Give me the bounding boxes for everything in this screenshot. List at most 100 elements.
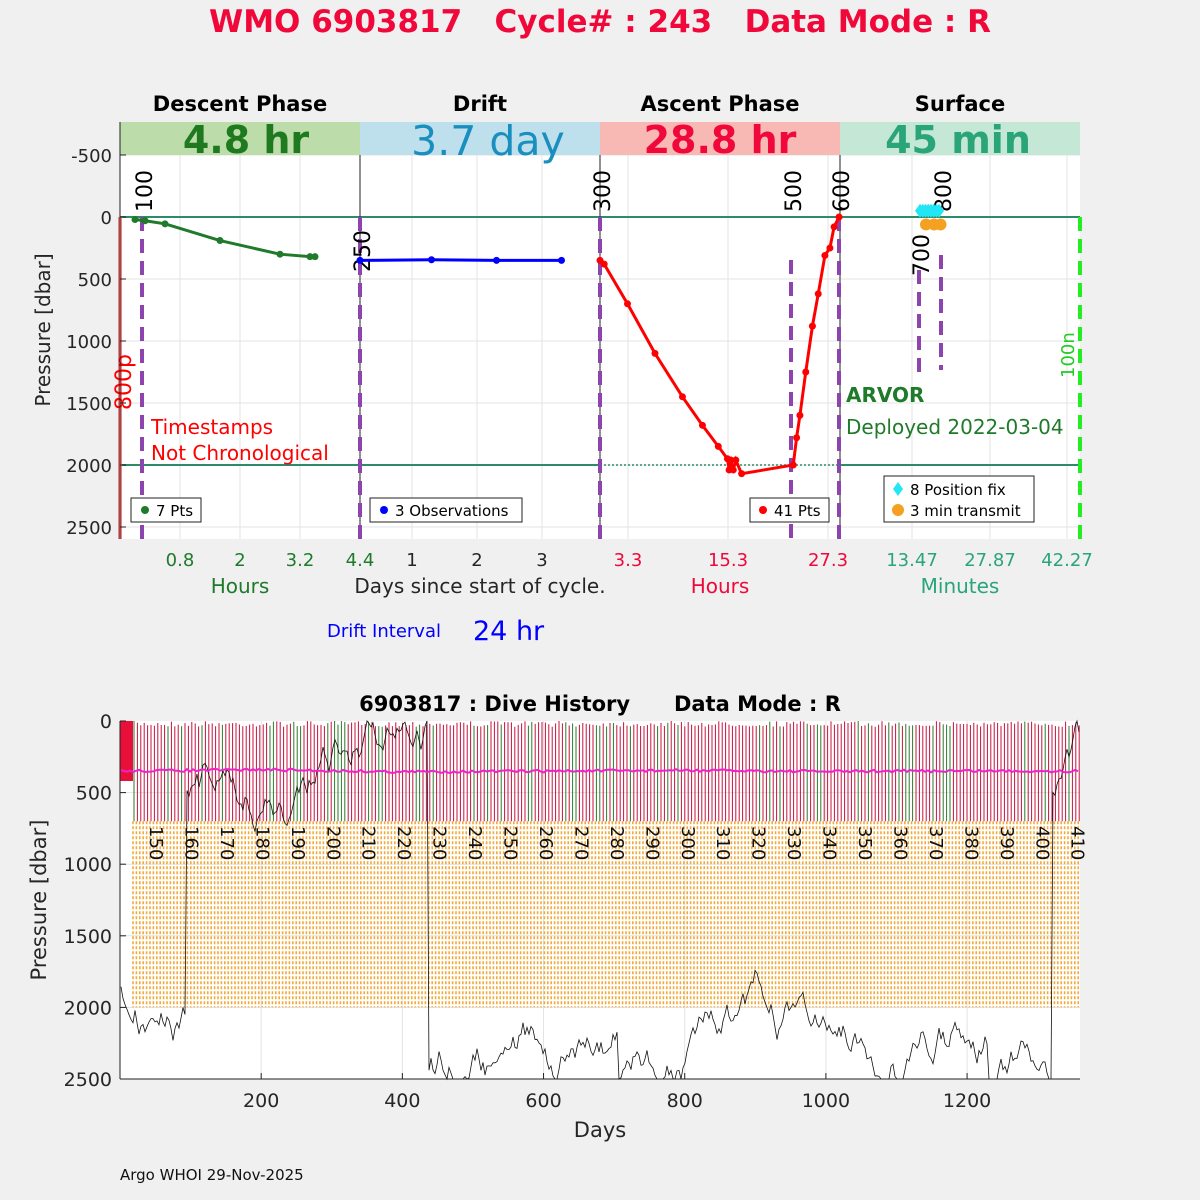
cycle-y-ticks: -500 0 500 1000 1500 2000 2500 bbox=[66, 146, 126, 539]
data-point-ascent bbox=[678, 393, 686, 401]
cycle-y-tick-label: 2500 bbox=[66, 518, 112, 539]
phase-title-ascent: Ascent Phase bbox=[641, 92, 800, 116]
cycle-label: 410 bbox=[1067, 826, 1088, 860]
data-point-ascent bbox=[651, 349, 659, 357]
ascent-tick-0: 3.3 bbox=[614, 550, 643, 571]
phase-duration-surface: 45 min bbox=[885, 118, 1031, 162]
drift-pressure-line bbox=[120, 767, 1079, 774]
legend-surface-box bbox=[883, 475, 1035, 523]
data-point-descent bbox=[141, 217, 149, 225]
float-type: ARVOR bbox=[846, 383, 924, 407]
data-point-descent bbox=[306, 253, 314, 261]
legend-position-marker bbox=[893, 482, 903, 496]
cycle-y-tick-label: 0 bbox=[101, 208, 112, 229]
cycle-label: 350 bbox=[854, 826, 875, 860]
phase-title-drift: Drift bbox=[453, 92, 507, 116]
drift-interval-label: Drift Interval bbox=[327, 621, 441, 642]
history-y-tick-label: 500 bbox=[76, 783, 112, 805]
data-point-drift bbox=[356, 256, 364, 264]
data-point-descent bbox=[216, 237, 224, 245]
descent-tick-1: 2 bbox=[234, 550, 245, 571]
cycle-label: 210 bbox=[358, 826, 379, 860]
cycle-label: 290 bbox=[641, 826, 662, 860]
marker-label-500: 500 bbox=[782, 170, 807, 212]
history-x-label: Days bbox=[574, 1118, 626, 1142]
depth-trace bbox=[120, 719, 1080, 1081]
legend-descent-label: 7 Pts bbox=[156, 502, 193, 520]
legend-ascent: 41 Pts bbox=[749, 497, 830, 523]
cycle-y-tick-label: 1500 bbox=[66, 394, 112, 415]
phase-title-surface: Surface bbox=[915, 92, 1005, 116]
cycle-y-tick-label: -500 bbox=[71, 146, 112, 167]
surface-tick-0: 13.47 bbox=[886, 550, 938, 571]
cycle-label: 240 bbox=[464, 826, 485, 860]
data-point-descent bbox=[276, 250, 284, 258]
ascent-tick-2: 27.3 bbox=[808, 550, 848, 571]
cycle-label: 270 bbox=[570, 826, 591, 860]
cycle-series bbox=[131, 203, 947, 478]
footer-credit: Argo WHOI 29-Nov-2025 bbox=[120, 1166, 304, 1184]
cycle-label: 220 bbox=[393, 826, 414, 860]
data-point-descent bbox=[311, 253, 319, 261]
data-point-ascent bbox=[814, 290, 822, 298]
drift-x-label: Days since start of cycle. bbox=[354, 574, 605, 598]
data-point-ascent bbox=[732, 456, 740, 464]
legend-drift: 3 Observations bbox=[369, 497, 523, 523]
phase-band-descent bbox=[120, 122, 360, 155]
marker-label-100: 100 bbox=[133, 170, 158, 212]
legend-surface: 8 Position fix 3 min transmit bbox=[883, 475, 1035, 523]
data-point-ascent bbox=[738, 470, 746, 478]
drift-tick-2: 3 bbox=[536, 550, 547, 571]
descent-tick-2: 3.2 bbox=[286, 550, 315, 571]
position-fix-marker bbox=[934, 203, 945, 218]
cycle-label: 200 bbox=[322, 826, 343, 860]
ascent-x-label: Hours bbox=[691, 574, 750, 598]
data-point-ascent bbox=[793, 434, 801, 442]
phase-duration-ascent: 28.8 hr bbox=[644, 118, 797, 162]
history-x-tick-label: 1200 bbox=[943, 1090, 991, 1112]
cycle-panel: Descent Phase Drift Ascent Phase Surface… bbox=[31, 92, 1093, 647]
phase-duration-drift: 3.7 day bbox=[411, 117, 565, 165]
drift-tick-0: 1 bbox=[406, 550, 417, 571]
marker-label-700: 700 bbox=[910, 234, 935, 276]
cycle-label: 250 bbox=[500, 826, 521, 860]
data-point-ascent bbox=[835, 213, 843, 221]
legend-drift-label: 3 Observations bbox=[395, 502, 509, 520]
cycle-label: 380 bbox=[960, 826, 981, 860]
page-title: WMO 6903817 Cycle# : 243 Data Mode : R bbox=[209, 4, 991, 40]
history-x-tick-label: 200 bbox=[243, 1090, 279, 1112]
cycle-label: 170 bbox=[216, 826, 237, 860]
deployment-date: Deployed 2022-03-04 bbox=[846, 415, 1064, 439]
cycle-label: 400 bbox=[1031, 826, 1052, 860]
history-x-tick-label: 600 bbox=[525, 1090, 561, 1112]
cycle-label: 190 bbox=[287, 826, 308, 860]
transmit-marker bbox=[934, 218, 947, 231]
data-point-descent bbox=[161, 220, 169, 228]
cycle-label: 230 bbox=[429, 826, 450, 860]
early-cycles-block bbox=[120, 721, 133, 781]
data-point-ascent bbox=[729, 466, 737, 474]
data-point-ascent bbox=[623, 300, 631, 308]
warning-line-2: Not Chronological bbox=[151, 441, 329, 465]
series-line-drift bbox=[359, 258, 562, 262]
legend-drift-marker bbox=[380, 506, 388, 514]
data-point-ascent bbox=[808, 322, 816, 330]
history-y-tick-label: 1500 bbox=[64, 926, 112, 948]
cycle-label: 390 bbox=[996, 826, 1017, 860]
marker-label-600: 600 bbox=[830, 170, 855, 212]
marker-label-100n: 100n bbox=[1058, 332, 1079, 378]
phase-title-descent: Descent Phase bbox=[153, 92, 327, 116]
data-point-drift bbox=[558, 256, 565, 264]
data-point-ascent bbox=[821, 251, 829, 259]
data-point-ascent bbox=[789, 461, 797, 469]
history-x-tick-label: 400 bbox=[384, 1090, 420, 1112]
history-x-tick-label: 1000 bbox=[802, 1090, 850, 1112]
data-point-ascent bbox=[826, 244, 834, 252]
cycle-y-tick-label: 2000 bbox=[66, 456, 112, 477]
data-point-ascent bbox=[830, 223, 838, 231]
data-point-ascent bbox=[727, 456, 735, 464]
cycle-label: 310 bbox=[712, 826, 733, 860]
cycle-label: 180 bbox=[251, 826, 272, 860]
cycle-label: 320 bbox=[748, 826, 769, 860]
